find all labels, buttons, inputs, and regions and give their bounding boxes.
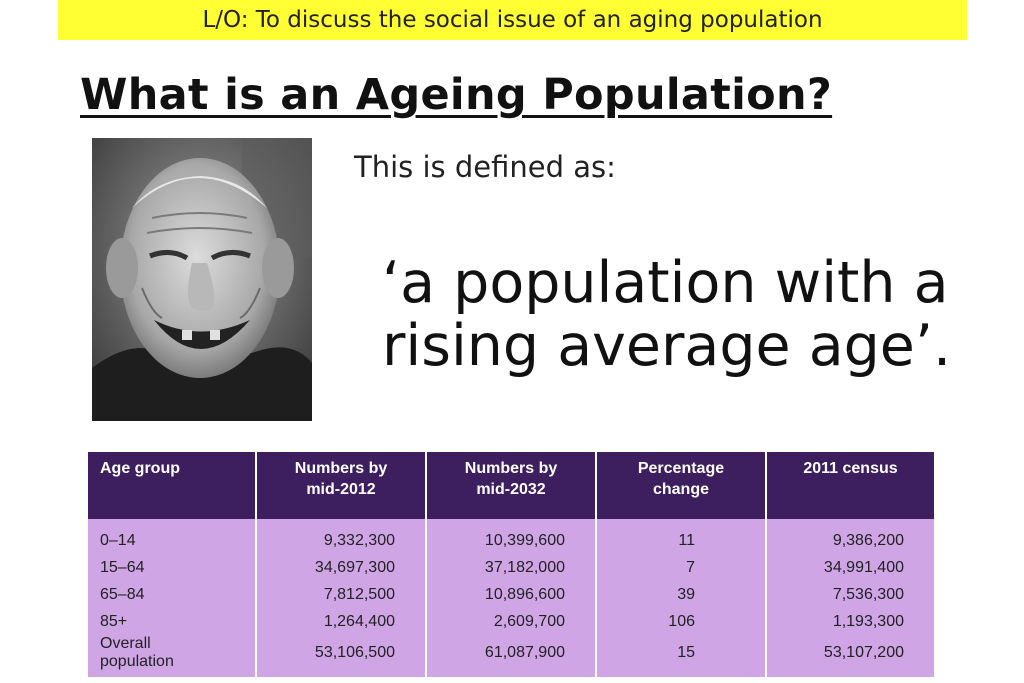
cell-percentage-change: 7 [595, 554, 766, 581]
cell-mid-2012: 53,106,500 [255, 635, 426, 677]
cell-2011-census: 53,107,200 [765, 635, 934, 677]
header-mid-2012: Numbers by mid-2012 [255, 452, 426, 519]
definition-line-1: ‘a population with a [382, 250, 949, 316]
cell-age-group: 0–14 [88, 519, 256, 554]
definition-line-2: rising average age’. [382, 313, 952, 379]
cell-percentage-change: 11 [595, 519, 766, 554]
table-row: 0–14 9,332,300 10,399,600 11 9,386,200 [88, 519, 934, 554]
cell-2011-census: 34,991,400 [765, 554, 934, 581]
cell-2011-census: 1,193,300 [765, 608, 934, 635]
table-header-row: Age group Numbers by mid-2012 Numbers by… [88, 452, 934, 519]
learning-objective-text: L/O: To discuss the social issue of an a… [202, 7, 823, 33]
cell-age-group: 85+ [88, 608, 256, 635]
cell-mid-2012: 9,332,300 [255, 519, 426, 554]
cell-percentage-change: 39 [595, 581, 766, 608]
definition-quote: ‘a population with a rising average age’… [382, 252, 951, 378]
population-table: Age group Numbers by mid-2012 Numbers by… [88, 452, 934, 677]
cell-percentage-change: 15 [595, 635, 766, 677]
cell-mid-2032: 37,182,000 [425, 554, 596, 581]
cell-mid-2032: 2,609,700 [425, 608, 596, 635]
table-row: 15–64 34,697,300 37,182,000 7 34,991,400 [88, 554, 934, 581]
table-row: 65–84 7,812,500 10,896,600 39 7,536,300 [88, 581, 934, 608]
cell-percentage-change: 106 [595, 608, 766, 635]
cell-age-group: Overall population [88, 635, 256, 677]
cell-mid-2012: 1,264,400 [255, 608, 426, 635]
elderly-man-photo [92, 138, 312, 421]
header-2011-census: 2011 census [765, 452, 934, 519]
table-row: 85+ 1,264,400 2,609,700 106 1,193,300 [88, 608, 934, 635]
cell-2011-census: 7,536,300 [765, 581, 934, 608]
header-percentage-change: Percentage change [595, 452, 766, 519]
cell-2011-census: 9,386,200 [765, 519, 934, 554]
cell-age-group: 65–84 [88, 581, 256, 608]
cell-mid-2012: 7,812,500 [255, 581, 426, 608]
header-mid-2032: Numbers by mid-2032 [425, 452, 596, 519]
cell-age-group: 15–64 [88, 554, 256, 581]
slide-title: What is an Ageing Population? [80, 70, 833, 120]
table-row: Overall population 53,106,500 61,087,900… [88, 635, 934, 677]
cell-mid-2032: 10,896,600 [425, 581, 596, 608]
learning-objective-banner: L/O: To discuss the social issue of an a… [58, 0, 967, 40]
cell-mid-2012: 34,697,300 [255, 554, 426, 581]
cell-mid-2032: 61,087,900 [425, 635, 596, 677]
header-age-group: Age group [88, 452, 256, 519]
definition-intro: This is defined as: [354, 150, 616, 184]
cell-mid-2032: 10,399,600 [425, 519, 596, 554]
